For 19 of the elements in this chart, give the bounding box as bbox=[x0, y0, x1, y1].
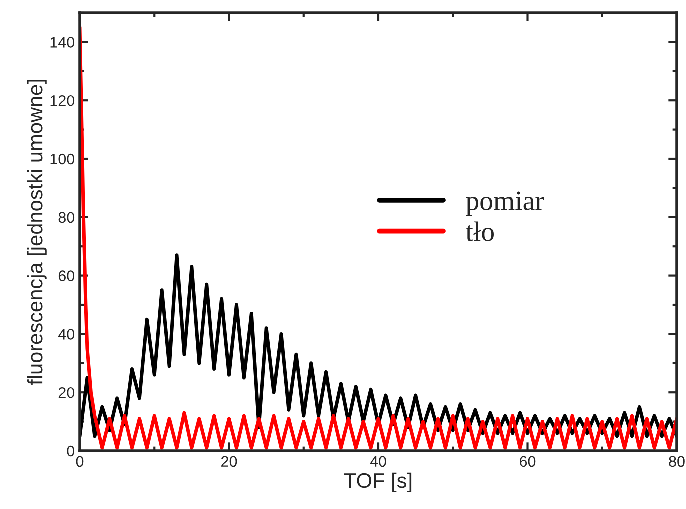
y-tick-label: 0 bbox=[67, 446, 75, 457]
y-tick-label: 100 bbox=[50, 154, 75, 165]
y-tick-label: 60 bbox=[58, 270, 75, 282]
x-tick-label: 20 bbox=[222, 456, 238, 468]
x-axis-title: TOF [s] bbox=[344, 472, 412, 492]
x-tick-label: 40 bbox=[370, 456, 386, 468]
y-tick-label: 20 bbox=[58, 387, 75, 398]
x-tick-label: 80 bbox=[669, 456, 685, 468]
y-tick-label: 140 bbox=[50, 37, 75, 48]
y-axis-title: fluorescencja [jednostki umowne] bbox=[27, 80, 47, 386]
y-tick-label: 120 bbox=[50, 95, 75, 106]
x-tick-label: 0 bbox=[76, 456, 84, 468]
legend-label: tło bbox=[466, 222, 494, 242]
y-tick-label: 40 bbox=[58, 329, 75, 340]
x-tick-label: 60 bbox=[520, 456, 536, 468]
line-series bbox=[80, 26, 677, 450]
line-series bbox=[80, 254, 677, 438]
legend-label: pomiar bbox=[466, 192, 544, 216]
y-tick-label: 80 bbox=[58, 212, 75, 224]
